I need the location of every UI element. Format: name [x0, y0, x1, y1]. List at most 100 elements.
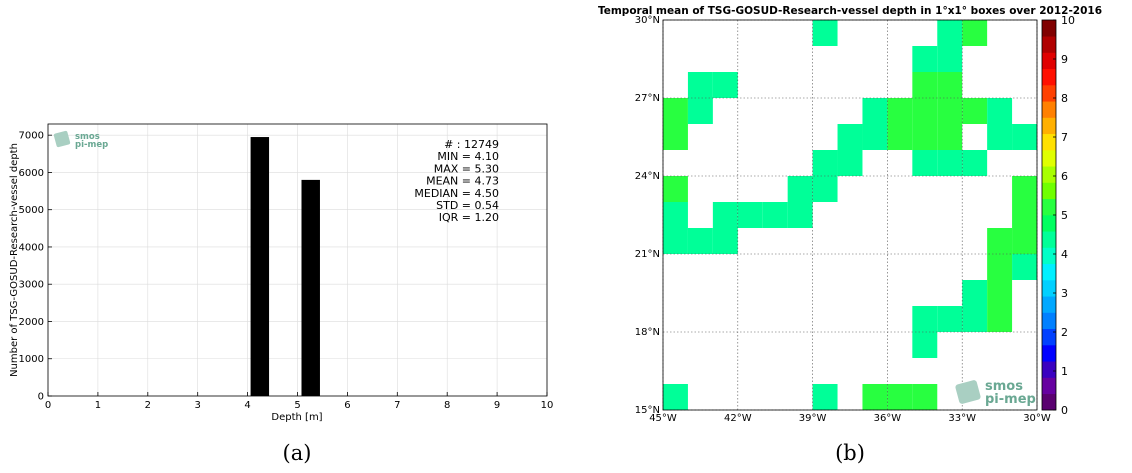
latitude-label: 30°N [635, 15, 660, 26]
map-cell [912, 98, 938, 124]
x-tick-label: 3 [195, 400, 201, 411]
map-cell [837, 124, 863, 150]
map-cell [812, 384, 838, 410]
histogram-bars [250, 137, 320, 397]
longitude-label: 30°W [1023, 413, 1051, 424]
map-cell [937, 20, 963, 46]
map-cell [837, 150, 863, 176]
colorbar-segment [1042, 182, 1056, 200]
map-cell [987, 254, 1013, 280]
map-cell [887, 124, 913, 150]
map-cell [962, 98, 988, 124]
x-tick-label: 9 [494, 400, 500, 411]
map-cell [987, 280, 1013, 306]
colorbar-segment [1042, 85, 1056, 102]
map-cell [987, 124, 1013, 150]
colorbar-segment [1042, 36, 1056, 53]
map-cell [987, 98, 1013, 124]
colorbar-tick-label: 1 [1061, 365, 1068, 378]
colorbar-segment [1042, 345, 1056, 362]
logo-line2: pi-mep [75, 140, 108, 150]
map-cell [812, 20, 838, 46]
colorbar-segment [1042, 263, 1056, 281]
map-panel: Temporal mean of TSG-GOSUD-Research-vess… [598, 5, 1102, 465]
colorbar-segment [1042, 361, 1056, 378]
map-cell [787, 202, 813, 228]
colorbar-segment [1042, 150, 1056, 167]
logo-mark-icon [53, 130, 71, 148]
histogram-y-label: Number of TSG-GOSUD-Research-vessel dept… [9, 143, 20, 377]
map-cell [937, 306, 963, 332]
y-tick-label: 6000 [19, 168, 44, 179]
latitude-label: 27°N [635, 93, 660, 104]
map-cell [912, 332, 938, 358]
colorbar-segment [1042, 68, 1056, 86]
stat-line: IQR = 1.20 [439, 211, 499, 224]
smos-pimep-logo-b: smos pi-mep [955, 379, 1036, 407]
map-frame [662, 19, 1038, 411]
map-cell [663, 98, 688, 124]
map-cell [937, 72, 963, 98]
y-tick-label: 0 [38, 392, 44, 403]
colorbar-segment [1042, 166, 1056, 183]
y-tick-label: 3000 [19, 280, 44, 291]
colorbar-tick-label: 3 [1061, 287, 1068, 300]
map-cell [912, 124, 938, 150]
longitude-label: 33°W [948, 413, 976, 424]
map-cell [987, 306, 1013, 332]
map-cell [937, 98, 963, 124]
colorbar-tick-label: 4 [1061, 248, 1068, 261]
map-cell [787, 176, 813, 202]
y-tick-label: 4000 [19, 242, 44, 253]
map-cell [737, 202, 763, 228]
map-cell [663, 202, 688, 228]
y-tick-label: 1000 [19, 354, 44, 365]
map-title: Temporal mean of TSG-GOSUD-Research-vess… [598, 5, 1102, 17]
colorbar-segment [1042, 393, 1056, 411]
histogram-panel: 0 1 2 3 4 5 6 7 8 9 10 0 1000 2000 3000 4000 5000 6000 70… [9, 123, 553, 465]
longitude-label: 39°W [799, 413, 827, 424]
colorbar-segment [1042, 117, 1056, 135]
colorbar-segment [1042, 247, 1056, 265]
map-cell [962, 20, 988, 46]
colorbar-segment [1042, 296, 1056, 313]
map-cell [712, 202, 738, 228]
x-tick-label: 1 [95, 400, 101, 411]
histogram-bar [301, 179, 320, 396]
map-cell [937, 124, 963, 150]
x-tick-label: 2 [145, 400, 151, 411]
map-cell [1012, 202, 1037, 228]
map-cell [687, 228, 713, 254]
map-cell [663, 124, 688, 150]
colorbar-tick-label: 7 [1061, 131, 1068, 144]
histogram-x-ticks: 0 1 2 3 4 5 6 7 8 9 10 [45, 392, 553, 411]
longitude-label: 45°W [649, 413, 677, 424]
longitude-label: 36°W [874, 413, 902, 424]
stat-line: # : 12749 [444, 138, 499, 151]
map-cell [1012, 228, 1037, 254]
latitude-label: 21°N [635, 249, 660, 260]
stat-line: STD = 0.54 [436, 199, 499, 212]
colorbar-ticks: 0 1 2 3 4 5 6 7 8 9 10 [1053, 14, 1075, 417]
y-tick-label: 5000 [19, 205, 44, 216]
map-cell [887, 98, 913, 124]
map-cell [862, 384, 888, 410]
colorbar-segment [1042, 198, 1056, 216]
x-tick-label: 5 [294, 400, 300, 411]
histogram-bar [250, 137, 270, 397]
map-cell [1012, 254, 1037, 280]
x-tick-label: 0 [45, 400, 51, 411]
colorbar-segment [1042, 133, 1056, 151]
map-cell [812, 150, 838, 176]
map-cell [962, 150, 988, 176]
y-tick-label: 2000 [19, 317, 44, 328]
map-cell [862, 124, 888, 150]
latitude-label: 24°N [635, 171, 660, 182]
caption-a: (a) [283, 441, 312, 465]
colorbar-tick-label: 6 [1061, 170, 1068, 183]
map-cells [663, 20, 1037, 410]
map-cell [912, 46, 938, 72]
smos-pimep-logo-a: smos pi-mep [53, 130, 108, 150]
colorbar-tick-label: 10 [1061, 14, 1075, 27]
